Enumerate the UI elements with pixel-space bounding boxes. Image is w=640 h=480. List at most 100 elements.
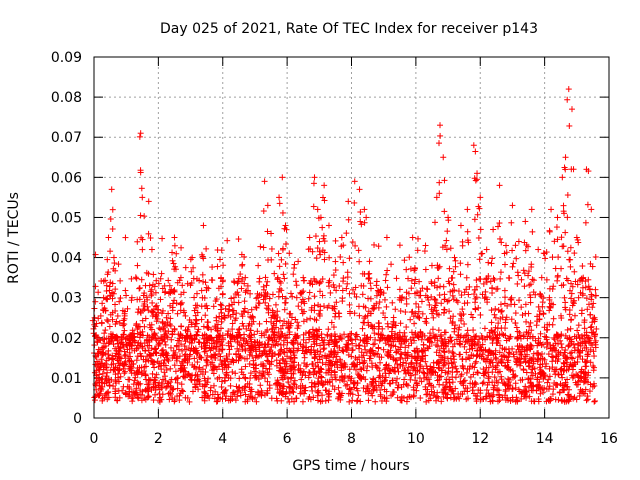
- data-point: [471, 291, 478, 298]
- data-point: [502, 319, 509, 326]
- data-point: [179, 347, 186, 354]
- data-point: [165, 277, 172, 284]
- data-point: [191, 294, 198, 301]
- data-point: [381, 296, 388, 303]
- data-point: [590, 348, 597, 355]
- data-point: [384, 284, 391, 291]
- data-point: [396, 286, 403, 293]
- data-point: [518, 395, 525, 402]
- data-point: [527, 319, 534, 326]
- data-point: [445, 214, 452, 221]
- data-point: [449, 318, 456, 325]
- data-point: [247, 375, 254, 382]
- data-point: [325, 222, 332, 229]
- data-point: [498, 308, 505, 315]
- data-point: [522, 383, 529, 390]
- data-point: [171, 234, 178, 241]
- data-point: [527, 380, 534, 387]
- data-point: [234, 388, 241, 395]
- data-point: [461, 300, 468, 307]
- data-point: [483, 246, 490, 253]
- data-point: [548, 206, 555, 213]
- data-point: [413, 300, 420, 307]
- data-point: [293, 282, 300, 289]
- data-point: [319, 337, 326, 344]
- data-point: [474, 211, 481, 218]
- data-point: [493, 286, 500, 293]
- data-point: [566, 386, 573, 393]
- data-point: [541, 356, 548, 363]
- data-point: [280, 271, 287, 278]
- data-point: [403, 266, 410, 273]
- x-axis: 0 2 4 6 8 10 12 14 16: [90, 57, 618, 447]
- data-point: [459, 356, 466, 363]
- data-point: [498, 307, 505, 314]
- data-point: [528, 206, 535, 213]
- data-point: [567, 244, 574, 251]
- data-point: [365, 295, 372, 302]
- data-point: [451, 325, 458, 332]
- data-point: [480, 379, 487, 386]
- data-point: [474, 369, 481, 376]
- data-point: [377, 378, 384, 385]
- data-point: [401, 257, 408, 264]
- data-point: [247, 370, 254, 377]
- data-point: [437, 283, 444, 290]
- data-point: [366, 258, 373, 265]
- data-point: [511, 301, 518, 308]
- data-point: [151, 330, 158, 337]
- data-point: [104, 316, 111, 323]
- data-point: [271, 270, 278, 277]
- data-point: [481, 325, 488, 332]
- data-point: [555, 371, 562, 378]
- data-point: [521, 283, 528, 290]
- data-point: [167, 344, 174, 351]
- data-point: [495, 223, 502, 230]
- data-point: [584, 201, 591, 208]
- data-point: [353, 398, 360, 405]
- data-point: [301, 360, 308, 367]
- data-point: [178, 341, 185, 348]
- data-point: [592, 253, 599, 260]
- data-point: [332, 313, 339, 320]
- x-axis-label: GPS time / hours: [292, 458, 409, 474]
- data-point: [512, 319, 519, 326]
- data-point: [269, 291, 276, 298]
- data-point: [440, 310, 447, 317]
- data-point: [535, 246, 542, 253]
- data-point: [418, 298, 425, 305]
- data-point: [477, 194, 484, 201]
- x-tick-label: 14: [536, 431, 554, 447]
- data-point: [295, 303, 302, 310]
- data-point: [115, 261, 122, 268]
- y-tick-label: 0.06: [51, 170, 82, 186]
- data-point: [442, 379, 449, 386]
- data-point: [567, 263, 574, 270]
- data-point: [306, 234, 313, 241]
- data-point: [335, 384, 342, 391]
- data-point: [373, 278, 380, 285]
- data-point: [460, 365, 467, 372]
- data-point: [134, 309, 141, 316]
- data-point: [538, 274, 545, 281]
- data-point: [344, 280, 351, 287]
- data-point: [298, 299, 305, 306]
- data-point: [288, 314, 295, 321]
- data-point: [184, 280, 191, 287]
- data-point: [217, 306, 224, 313]
- data-point: [514, 269, 521, 276]
- data-point: [284, 375, 291, 382]
- data-point: [578, 307, 585, 314]
- data-point: [501, 287, 508, 294]
- data-point: [559, 174, 566, 181]
- data-point: [246, 351, 253, 358]
- data-point: [386, 370, 393, 377]
- data-point: [128, 275, 135, 282]
- data-point: [420, 341, 427, 348]
- data-point: [461, 320, 468, 327]
- data-point: [424, 286, 431, 293]
- data-point: [489, 255, 496, 262]
- data-point: [355, 247, 362, 254]
- data-point: [422, 242, 429, 249]
